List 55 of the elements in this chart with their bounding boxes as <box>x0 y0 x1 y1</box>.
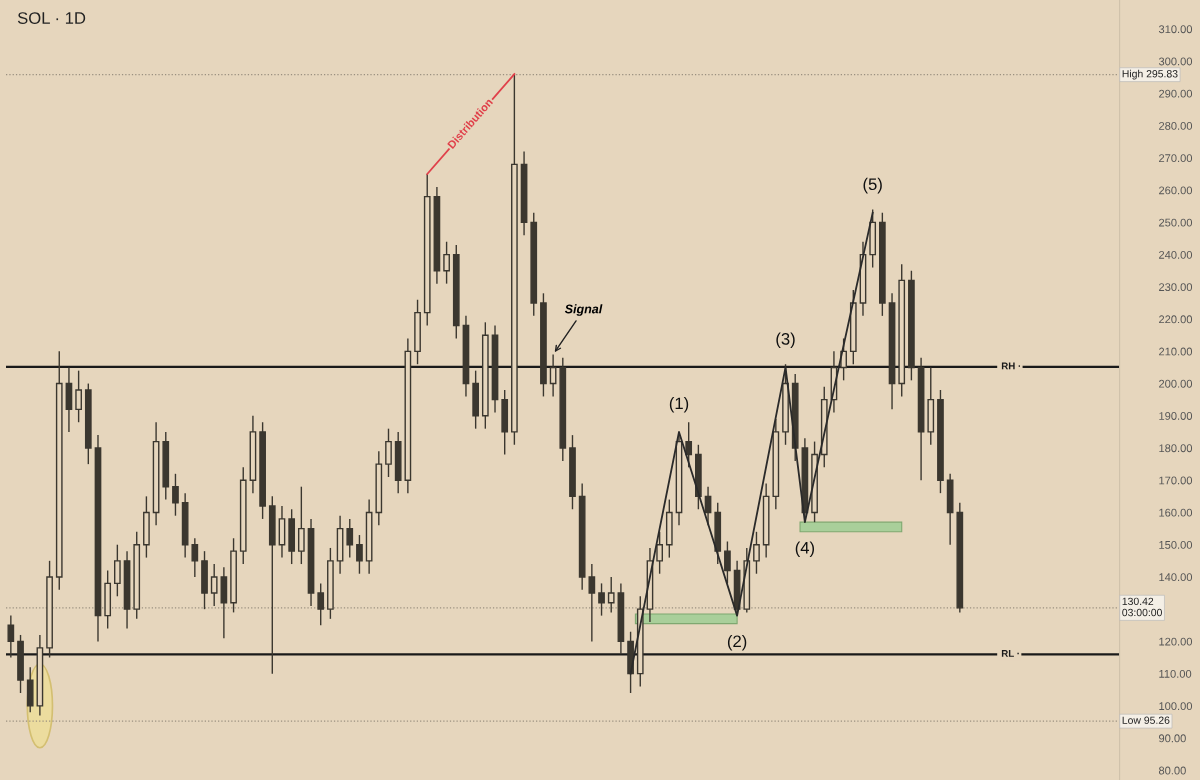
candlestick <box>588 563 596 643</box>
candlestick <box>443 241 450 285</box>
y-tick-label: 280.00 <box>1159 121 1193 130</box>
candlestick <box>656 531 663 575</box>
y-tick-label: 110.00 <box>1159 669 1192 678</box>
candlestick <box>385 427 392 478</box>
y-tick-label: 200.00 <box>1159 379 1193 388</box>
y-tick-label: 190.00 <box>1159 412 1193 420</box>
y-tick-label: 160.00 <box>1159 508 1193 517</box>
y-tick-label: 150.00 <box>1159 540 1193 549</box>
candlestick <box>346 518 354 559</box>
ref-line-label: RH · <box>1001 362 1021 370</box>
annotation: (3) <box>776 332 795 349</box>
y-tick-label: 300.00 <box>1158 57 1193 66</box>
candlestick <box>172 473 179 517</box>
ref-line-label: RL · <box>1001 650 1019 657</box>
y-tick-label: 250.00 <box>1159 218 1193 227</box>
ref-line-label: High 295.83 <box>1122 69 1178 80</box>
candlestick <box>724 540 731 585</box>
candlestick <box>75 369 82 423</box>
y-tick-label: 80.00 <box>1158 766 1186 775</box>
ref-line-label: Low 95.26 <box>1122 716 1170 724</box>
text: SOL · 1D <box>17 12 86 24</box>
candlestick <box>598 582 605 617</box>
y-tick-label: 290.00 <box>1159 89 1193 98</box>
line-series <box>629 211 874 675</box>
candlestick <box>114 544 121 597</box>
y-tick-label: 180.00 <box>1159 444 1193 453</box>
candlestick <box>317 582 325 626</box>
y-tick-label: 170.00 <box>1159 476 1193 485</box>
ref-line-label: 130.42 03:00:00 <box>1122 597 1162 617</box>
y-tick-label: 90.00 <box>1159 734 1186 743</box>
annotation: (5) <box>863 177 882 194</box>
y-tick-label: 100.00 <box>1159 702 1193 710</box>
y-tick-label: 220.00 <box>1159 315 1193 324</box>
y-tick-label: 260.00 <box>1159 186 1193 195</box>
y-tick-label: 240.00 <box>1159 250 1193 259</box>
y-tick-label: 210.00 <box>1159 347 1193 356</box>
y-tick-label: 230.00 <box>1159 283 1193 291</box>
candlestick <box>356 534 363 575</box>
candlestick <box>210 563 218 607</box>
candlestick <box>753 531 760 575</box>
y-tick-label: 310.00 <box>1158 25 1193 34</box>
text: Signal <box>564 304 603 316</box>
y-tick-label: 120.00 <box>1159 637 1193 646</box>
candlestick <box>685 421 693 469</box>
annotation: (2) <box>727 634 747 651</box>
y-tick-label: 270.00 <box>1159 154 1193 163</box>
candlestick <box>191 537 199 578</box>
candlestick <box>7 614 15 659</box>
annotation: (4) <box>795 541 815 558</box>
candlestick <box>607 576 615 614</box>
y-tick-label: 140.00 <box>1159 573 1193 582</box>
annotation: (1) <box>669 397 689 413</box>
candlestick <box>297 485 305 565</box>
